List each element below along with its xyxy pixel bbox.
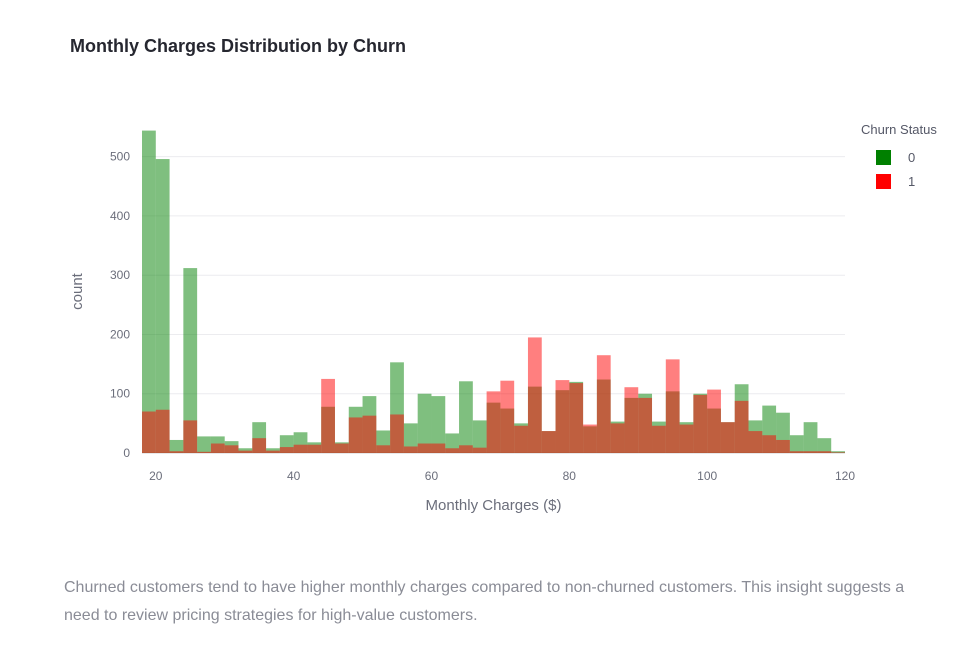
bar-series-1[interactable]	[197, 451, 211, 453]
bar-series-0[interactable]	[445, 433, 460, 453]
bar-series-1[interactable]	[500, 380, 515, 453]
y-tick-label: 0	[123, 446, 130, 460]
bars	[142, 130, 845, 454]
bar-series-1[interactable]	[279, 447, 294, 453]
x-tick-label: 100	[697, 469, 717, 483]
bar-series-0[interactable]	[459, 381, 473, 453]
y-tick-label: 300	[110, 268, 130, 282]
bar-series-1[interactable]	[831, 452, 845, 453]
chart-title: Monthly Charges Distribution by Churn	[70, 36, 406, 56]
bar-series-1[interactable]	[348, 417, 363, 453]
bar-series-1[interactable]	[224, 445, 239, 453]
bar-series-1[interactable]	[583, 424, 597, 453]
axes: 0 100 200 300 400 500 20 40 60 80 100 120 Monthly Ch…	[69, 150, 855, 514]
bar-series-1[interactable]	[459, 445, 473, 453]
bar-series-1[interactable]	[445, 448, 460, 453]
bar-series-1[interactable]	[817, 451, 832, 453]
y-tick-label: 400	[110, 209, 130, 223]
bar-series-0[interactable]	[789, 435, 804, 453]
bar-series-1[interactable]	[679, 424, 694, 453]
bar-series-0[interactable]	[197, 436, 211, 453]
bar-series-1[interactable]	[707, 389, 721, 453]
bar-series-1[interactable]	[307, 444, 322, 453]
x-tick-label: 60	[425, 469, 439, 483]
legend-item-0[interactable]: 0	[861, 145, 937, 169]
bar-series-0[interactable]	[155, 159, 170, 454]
bar-series-0[interactable]	[817, 438, 832, 453]
bar-series-1[interactable]	[541, 431, 556, 453]
legend-label-1: 1	[908, 173, 916, 189]
legend-swatch-0	[876, 149, 891, 165]
bar-series-1[interactable]	[472, 447, 487, 453]
x-tick-label: 20	[149, 469, 163, 483]
bar-series-1[interactable]	[720, 422, 735, 453]
bar-series-1[interactable]	[734, 400, 749, 453]
bar-series-1[interactable]	[789, 451, 804, 453]
bar-series-1[interactable]	[624, 387, 639, 453]
legend-swatch-1	[876, 173, 891, 189]
bar-series-0[interactable]	[472, 420, 487, 453]
y-tick-label: 500	[110, 150, 130, 164]
bar-series-1[interactable]	[652, 425, 666, 453]
legend[interactable]: Churn Status 0 1	[861, 122, 937, 193]
bar-series-1[interactable]	[183, 420, 198, 453]
bar-series-1[interactable]	[431, 443, 446, 453]
insight-caption: Churned customers tend to have higher mo…	[64, 579, 905, 624]
bar-series-1[interactable]	[376, 445, 391, 453]
y-tick-label: 200	[110, 327, 130, 341]
bar-series-1[interactable]	[555, 380, 570, 453]
bar-series-0[interactable]	[417, 393, 432, 453]
bar-series-1[interactable]	[238, 450, 253, 453]
bar-series-0[interactable]	[403, 423, 418, 453]
x-tick-label: 40	[287, 469, 301, 483]
bar-series-1[interactable]	[210, 443, 225, 453]
bar-series-1[interactable]	[142, 411, 156, 453]
histogram-chart: 0 100 200 300 400 500 20 40 60 80 100 120 Monthly Ch…	[69, 130, 855, 514]
bar-series-1[interactable]	[748, 431, 763, 453]
x-tick-label: 80	[563, 469, 577, 483]
bar-series-1[interactable]	[527, 337, 542, 453]
bar-series-1[interactable]	[362, 415, 377, 453]
y-axis-title: count	[69, 272, 86, 310]
bar-series-1[interactable]	[693, 394, 708, 453]
bar-series-1[interactable]	[803, 451, 818, 453]
x-axis-title: Monthly Charges ($)	[426, 497, 562, 514]
x-tick-label: 120	[835, 469, 855, 483]
bar-series-1[interactable]	[169, 451, 184, 453]
bar-series-1[interactable]	[569, 383, 584, 453]
bar-series-1[interactable]	[390, 414, 404, 453]
bar-series-1[interactable]	[514, 425, 528, 453]
bar-series-1[interactable]	[638, 397, 653, 453]
bar-series-1[interactable]	[417, 443, 432, 453]
bar-series-1[interactable]	[762, 435, 777, 453]
bar-series-1[interactable]	[610, 423, 625, 453]
bar-series-0[interactable]	[169, 439, 184, 453]
bar-series-0[interactable]	[142, 130, 156, 454]
legend-item-1[interactable]: 1	[861, 169, 937, 193]
bar-series-1[interactable]	[334, 443, 349, 453]
bar-series-1[interactable]	[403, 446, 418, 453]
bar-series-0[interactable]	[183, 268, 198, 453]
bar-series-1[interactable]	[665, 359, 680, 453]
bar-series-0[interactable]	[831, 451, 845, 453]
bar-series-1[interactable]	[266, 450, 280, 453]
bar-series-1[interactable]	[252, 438, 267, 453]
legend-title: Churn Status	[861, 122, 937, 137]
bar-series-1[interactable]	[155, 409, 170, 453]
bar-series-0[interactable]	[431, 396, 446, 453]
legend-label-0: 0	[908, 149, 916, 165]
bar-series-1[interactable]	[486, 391, 501, 453]
bar-series-1[interactable]	[596, 355, 611, 453]
bar-series-1[interactable]	[776, 439, 790, 453]
y-tick-label: 100	[110, 387, 130, 401]
bar-series-0[interactable]	[803, 422, 818, 453]
bar-series-1[interactable]	[293, 444, 308, 453]
bar-series-1[interactable]	[321, 378, 335, 453]
